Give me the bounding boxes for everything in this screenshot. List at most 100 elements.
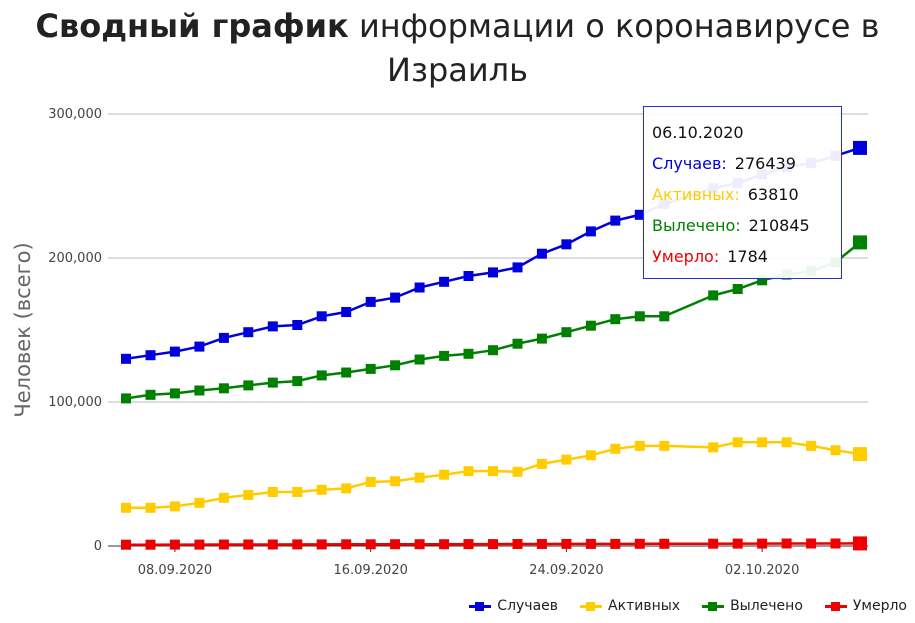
tooltip-label-recovered: Вылечено: <box>652 216 741 235</box>
tooltip-row-died: Умерло: 1784 <box>652 241 841 272</box>
data-point-1 <box>757 437 768 448</box>
data-point-3 <box>536 539 547 549</box>
data-point-2 <box>659 311 670 322</box>
data-point-3 <box>659 538 670 549</box>
data-point-1 <box>806 440 817 451</box>
x-tick-label: 02.10.2020 <box>725 563 799 578</box>
data-point-2 <box>585 320 596 331</box>
tooltip-label-cases: Случаев: <box>652 154 727 173</box>
data-point-3 <box>634 538 645 549</box>
x-tick-label: 08.09.2020 <box>138 563 212 578</box>
data-point-0 <box>536 248 547 259</box>
data-point-2 <box>463 348 474 359</box>
legend-item-recovered[interactable]: Вылечено <box>702 598 803 614</box>
data-point-1 <box>659 440 670 451</box>
data-point-3 <box>830 538 841 549</box>
tooltip-date: 06.10.2020 <box>652 123 744 142</box>
data-point-0 <box>365 296 376 307</box>
data-point-2 <box>732 284 743 294</box>
tooltip-value-cases: 276439 <box>734 154 796 173</box>
data-point-3 <box>218 539 229 550</box>
data-point-3 <box>853 536 867 551</box>
data-point-2 <box>194 385 205 396</box>
data-tooltip: 06.10.2020 Случаев: 276439 Активных: 63810… <box>643 106 842 279</box>
data-point-0 <box>463 271 474 281</box>
data-point-3 <box>463 539 474 550</box>
data-point-1 <box>463 466 474 477</box>
data-point-2 <box>439 350 450 361</box>
data-point-3 <box>243 539 254 550</box>
legend-item-active[interactable]: Активных <box>580 598 680 614</box>
legend-swatch-active <box>580 601 603 611</box>
data-point-3 <box>414 539 425 550</box>
data-point-2 <box>634 311 645 322</box>
data-point-1 <box>414 472 425 483</box>
y-tick-label: 0 <box>94 539 102 554</box>
x-tick-label: 24.09.2020 <box>529 563 603 578</box>
data-point-3 <box>732 538 743 549</box>
axis-layer: 0 100,000 200,000 300,000 08.09.2020 16.09.20… <box>48 107 868 578</box>
data-point-3 <box>488 539 498 550</box>
data-point-2 <box>341 367 352 378</box>
tooltip-value-recovered: 210845 <box>748 216 810 235</box>
y-tick-label: 200,000 <box>48 251 102 266</box>
data-point-1 <box>121 502 131 513</box>
data-point-1 <box>194 497 205 508</box>
data-point-2 <box>414 354 425 365</box>
data-point-2 <box>316 370 327 381</box>
data-point-0 <box>634 209 645 220</box>
data-point-1 <box>512 466 523 477</box>
data-point-3 <box>121 539 131 550</box>
legend-swatch-recovered <box>702 601 725 611</box>
data-point-0 <box>243 327 254 338</box>
data-point-0 <box>341 307 352 317</box>
legend-label-recovered: Вылечено <box>730 598 803 614</box>
y-tick-label: 300,000 <box>48 107 102 122</box>
data-point-3 <box>561 538 572 549</box>
data-point-3 <box>341 539 352 550</box>
data-point-1 <box>218 492 229 503</box>
data-point-1 <box>732 437 743 448</box>
legend-label-active: Активных <box>608 598 681 614</box>
legend-item-died[interactable]: Умерло <box>824 598 907 614</box>
data-point-0 <box>292 320 303 330</box>
data-point-3 <box>585 538 596 549</box>
data-point-0 <box>585 226 596 237</box>
data-point-1 <box>292 487 303 497</box>
data-point-0 <box>561 239 572 250</box>
tooltip-row-cases: Случаев: 276439 <box>652 148 841 179</box>
data-point-2 <box>610 314 621 325</box>
data-point-3 <box>194 539 205 550</box>
data-point-0 <box>194 341 205 352</box>
data-point-2 <box>365 363 376 374</box>
data-point-3 <box>169 539 180 550</box>
data-point-3 <box>267 539 278 550</box>
legend-swatch-cases <box>469 601 492 611</box>
series-layer <box>121 140 867 551</box>
data-point-0 <box>218 332 229 343</box>
data-point-0 <box>390 292 401 303</box>
tooltip-label-active: Активных: <box>652 185 740 204</box>
data-point-2 <box>267 377 278 388</box>
y-tick-label: 100,000 <box>48 395 102 410</box>
data-point-3 <box>292 539 303 550</box>
legend-item-cases[interactable]: Случаев <box>469 598 558 614</box>
data-point-0 <box>316 311 327 322</box>
tooltip-row-recovered: Вылечено: 210845 <box>652 210 841 241</box>
data-point-0 <box>610 215 621 226</box>
tooltip-label-died: Умерло: <box>652 247 720 266</box>
data-point-2 <box>488 345 498 356</box>
chart-title-rest: информации о коронавирусе в Израиль <box>348 7 880 89</box>
data-point-1 <box>267 487 278 497</box>
data-point-0 <box>853 140 867 155</box>
tooltip-value-active: 63810 <box>747 185 799 204</box>
data-point-1 <box>169 501 180 512</box>
data-point-3 <box>806 538 817 549</box>
data-point-0 <box>169 346 180 357</box>
data-point-2 <box>512 338 523 349</box>
data-point-1 <box>365 476 376 487</box>
data-point-1 <box>708 442 719 453</box>
legend-swatch-died <box>824 601 847 611</box>
data-point-1 <box>830 445 841 456</box>
